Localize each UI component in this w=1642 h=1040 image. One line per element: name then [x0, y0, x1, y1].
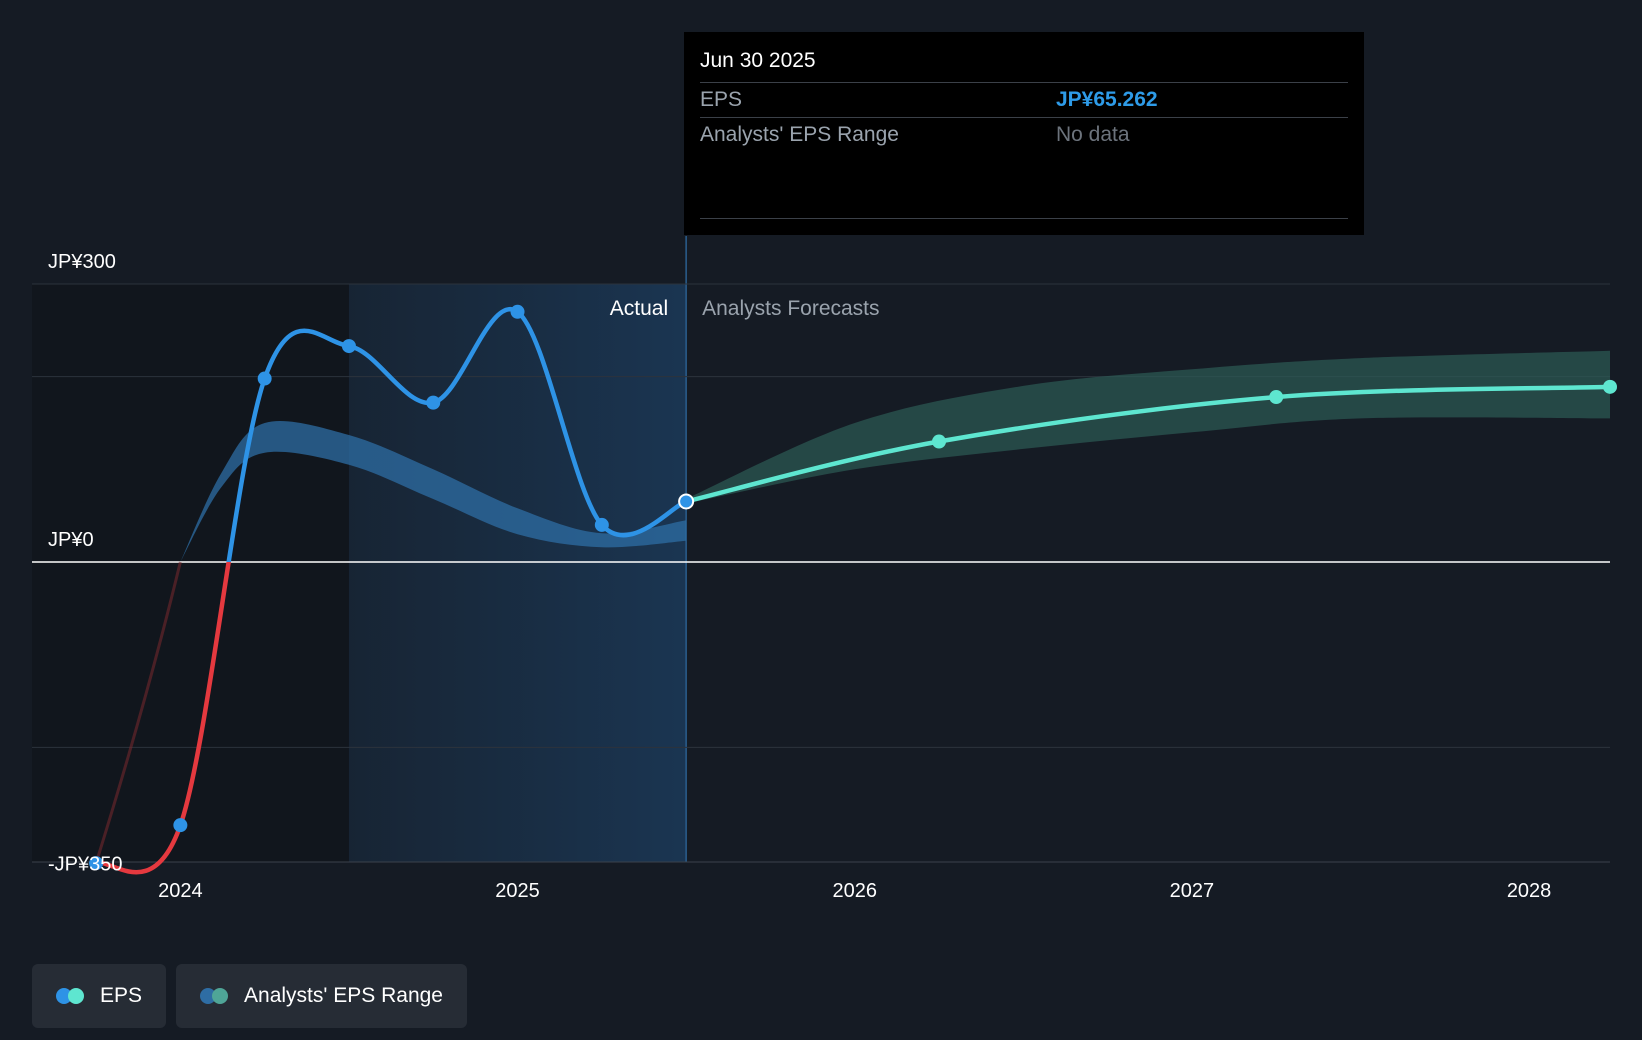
legend-eps-label: EPS [100, 984, 143, 1007]
tooltip-date: Jun 30 2025 [700, 46, 1348, 83]
highlight-region [348, 284, 687, 862]
eps-point [341, 339, 356, 354]
eps-forecast-point [1603, 379, 1617, 394]
tooltip-range-value: No data [1056, 123, 1130, 146]
x-tick-label: 2027 [1170, 880, 1215, 902]
tooltip-range-row: Analysts' EPS Range No data [700, 118, 1348, 152]
eps-actual-line-negative [93, 562, 231, 875]
tooltip-eps-row: EPS JP¥65.262 [700, 83, 1348, 118]
eps-point [89, 856, 104, 871]
past-estimate-negative-tail [94, 561, 182, 864]
legend-item-range[interactable]: Analysts' EPS Range [176, 964, 467, 1028]
y-tick-label: -JP¥350 [48, 853, 123, 875]
forecast-range-band [686, 350, 1610, 504]
eps-point [257, 371, 272, 386]
past-estimate-band [180, 421, 687, 562]
tooltip-eps-label: EPS [700, 88, 743, 111]
x-tick-label: 2028 [1507, 880, 1552, 902]
eps-forecast-point [1269, 390, 1284, 405]
eps-swatch-icon [56, 988, 86, 1004]
legend-item-eps[interactable]: EPS [32, 964, 167, 1028]
eps-dot-forecast [68, 988, 84, 1004]
x-tick-label: 2025 [495, 880, 540, 902]
eps-point [173, 818, 188, 833]
tooltip-range-label: Analysts' EPS Range [700, 123, 899, 146]
x-tick-label: 2024 [158, 880, 203, 902]
eps-point [594, 517, 609, 532]
tooltip-eps-value: JP¥65.262 [1056, 88, 1158, 111]
legend-range-label: Analysts' EPS Range [244, 984, 443, 1007]
eps-point [426, 395, 441, 410]
y-tick-label: JP¥300 [48, 251, 116, 273]
range-swatch-icon [200, 988, 230, 1004]
range-dot-forecast [212, 988, 229, 1004]
past-region [32, 284, 349, 862]
tooltip-divider [700, 218, 1348, 219]
legend: EPS Analysts' EPS Range [32, 964, 467, 1028]
x-tick-label: 2026 [832, 880, 877, 902]
actual-label: Actual [610, 297, 668, 320]
tooltip: Jun 30 2025 EPS JP¥65.262 Analysts' EPS … [684, 32, 1364, 235]
y-tick-label: JP¥0 [48, 529, 94, 551]
forecast-label: Analysts Forecasts [702, 297, 879, 320]
eps-point [510, 304, 525, 319]
eps-actual-line-positive [226, 307, 689, 562]
eps-forecast-line [683, 384, 1613, 504]
eps-point-highlight [680, 495, 693, 508]
eps-forecast-point [932, 434, 947, 449]
